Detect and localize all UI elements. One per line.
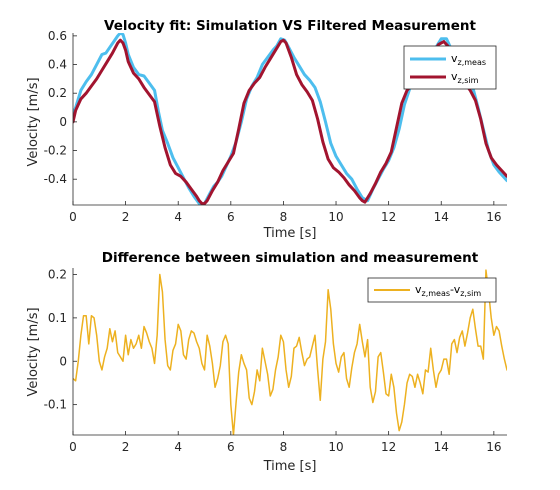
y-tick-label: 0 bbox=[59, 115, 67, 129]
y-tick-label: 0.2 bbox=[48, 86, 67, 100]
y-tick-label: 0.4 bbox=[48, 58, 67, 72]
legend-entry-sim: vz,sim bbox=[451, 70, 479, 85]
legend-box bbox=[367, 277, 497, 303]
x-tick-label: 0 bbox=[69, 440, 77, 454]
x-tick-label: 4 bbox=[174, 210, 182, 224]
x-tick-label: 2 bbox=[122, 210, 130, 224]
x-tick-label: 16 bbox=[486, 210, 501, 224]
y-tick-label: -0.2 bbox=[44, 144, 67, 158]
x-tick-label: 10 bbox=[328, 440, 343, 454]
y-tick-label: 0.6 bbox=[48, 29, 67, 43]
series-line bbox=[73, 269, 507, 435]
y-tick-label: -0.1 bbox=[44, 398, 67, 412]
x-tick-label: 6 bbox=[227, 210, 235, 224]
x-tick-label: 14 bbox=[434, 210, 449, 224]
x-tick-label: 14 bbox=[434, 440, 449, 454]
x-tick-label: 12 bbox=[381, 440, 396, 454]
difference-chart: Difference between simulation and measur… bbox=[26, 250, 507, 474]
x-tick-label: 4 bbox=[174, 440, 182, 454]
x-axis-label: Time [s] bbox=[263, 459, 317, 474]
x-tick-label: 8 bbox=[280, 210, 288, 224]
y-tick-label: 0.2 bbox=[48, 268, 67, 282]
x-tick-label: 0 bbox=[69, 210, 77, 224]
y-tick-label: -0.4 bbox=[44, 172, 67, 186]
x-axis-label: Time [s] bbox=[263, 226, 317, 241]
y-axis-label: Velocity [m/s] bbox=[26, 307, 41, 396]
chart-title: Difference between simulation and measur… bbox=[102, 250, 479, 266]
plot-area: 0 2 4 6 8 10 12 14 16 -0.1 0 0.1 0.2 bbox=[44, 268, 507, 454]
y-tick-label: 0.1 bbox=[48, 311, 67, 325]
x-tick-label: 2 bbox=[122, 440, 130, 454]
legend-box bbox=[403, 45, 497, 90]
y-tick-label: 0 bbox=[59, 354, 67, 368]
x-tick-label: 6 bbox=[227, 440, 235, 454]
legend-entry-diff: vz,meas-vz,sim bbox=[415, 283, 481, 298]
legend-entry-meas: vz,meas bbox=[451, 52, 486, 67]
legend: vz,meas-vz,sim bbox=[367, 277, 497, 303]
x-tick-label: 12 bbox=[381, 210, 396, 224]
x-tick-label: 8 bbox=[280, 440, 288, 454]
x-tick-label: 16 bbox=[486, 440, 501, 454]
y-axis-label: Velocity [m/s] bbox=[26, 77, 41, 166]
legend: vz,meas vz,sim bbox=[403, 45, 497, 90]
x-tick-label: 10 bbox=[328, 210, 343, 224]
chart-title: Velocity fit: Simulation VS Filtered Mea… bbox=[104, 18, 476, 34]
velocity-fit-chart: Velocity fit: Simulation VS Filtered Mea… bbox=[26, 18, 507, 241]
